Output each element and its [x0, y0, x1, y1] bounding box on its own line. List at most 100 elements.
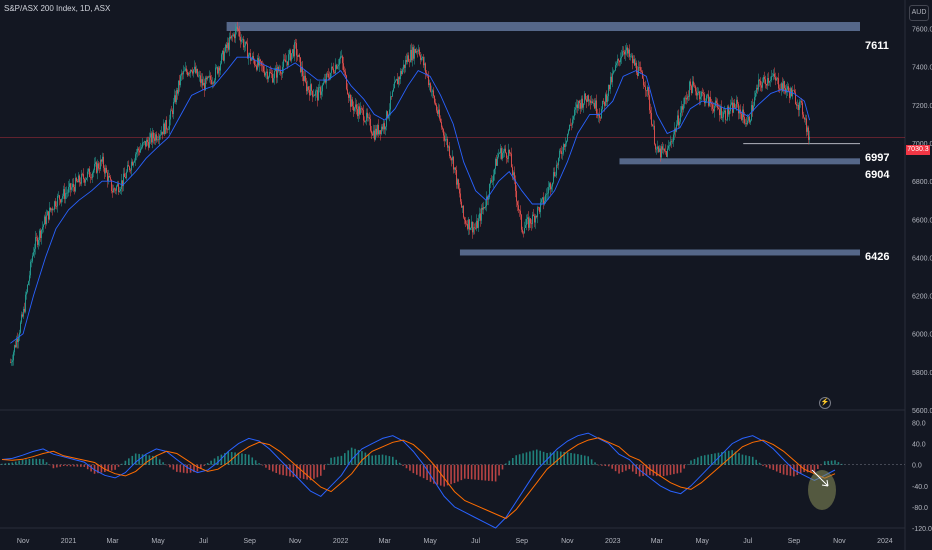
candle	[760, 80, 761, 86]
candle	[461, 201, 462, 208]
candle	[128, 165, 129, 167]
candle	[256, 65, 257, 70]
macd-histogram-bar	[566, 452, 569, 465]
macd-histogram-bar	[625, 464, 627, 471]
candle	[191, 69, 192, 72]
candle	[796, 104, 797, 106]
candle	[484, 207, 485, 208]
candle	[50, 207, 51, 211]
lightning-icon[interactable]: ⚡	[819, 397, 831, 409]
candle	[403, 64, 404, 70]
candle	[467, 224, 468, 229]
candle	[377, 125, 378, 135]
candle	[602, 100, 603, 110]
candle	[113, 188, 114, 193]
macd-histogram-bar	[100, 464, 103, 473]
macd-histogram-bar	[700, 455, 703, 465]
candle	[350, 95, 351, 107]
macd-histogram-bar	[731, 450, 733, 465]
level-label-6997: 6997	[865, 152, 890, 164]
candle	[759, 79, 760, 81]
candle	[214, 80, 215, 84]
time-axis-tick: 2022	[333, 538, 349, 545]
candle	[80, 182, 81, 184]
macd-axis-tick: 40.0	[912, 442, 926, 449]
candle	[106, 167, 107, 173]
candle	[572, 119, 573, 125]
candle	[718, 107, 719, 110]
macd-histogram-bar	[52, 464, 55, 469]
candle	[287, 61, 288, 66]
candle	[114, 188, 115, 190]
macd-histogram-bar	[532, 450, 535, 465]
macd-histogram-bar	[820, 464, 823, 466]
candle	[641, 70, 642, 72]
candle	[498, 153, 499, 157]
macd-histogram-bar	[285, 464, 288, 476]
candle	[33, 252, 34, 256]
candle	[476, 220, 477, 229]
candle	[685, 97, 686, 99]
candle	[694, 85, 695, 87]
candle	[414, 49, 415, 59]
macd-histogram-bar	[374, 455, 377, 465]
candle	[725, 110, 726, 120]
candle	[557, 164, 558, 166]
candle	[151, 133, 152, 143]
candle	[303, 76, 304, 81]
macd-histogram-bar	[333, 457, 336, 465]
candle	[90, 177, 91, 178]
candle	[101, 159, 102, 162]
candle	[201, 79, 202, 83]
candle	[61, 198, 62, 203]
signal-line	[1, 437, 836, 520]
candle	[785, 87, 786, 93]
macd-histogram-bar	[330, 457, 332, 465]
candle	[683, 104, 684, 110]
macd-axis-tick: -120.0	[912, 526, 932, 533]
candle	[787, 86, 788, 90]
candle	[721, 106, 722, 119]
candle	[392, 91, 393, 97]
macd-histogram-bar	[707, 454, 709, 465]
macd-histogram-bar	[367, 454, 370, 465]
candle	[162, 131, 163, 135]
candle	[75, 177, 76, 192]
candle	[550, 183, 551, 190]
currency-button[interactable]: AUD	[909, 5, 929, 21]
candle	[152, 132, 153, 143]
candle	[761, 85, 762, 88]
candle	[563, 144, 564, 154]
candle	[446, 138, 447, 140]
macd-histogram-bar	[86, 464, 89, 470]
candle	[676, 124, 677, 132]
candle	[13, 352, 14, 361]
candle	[429, 83, 430, 86]
candle	[653, 125, 654, 127]
candle	[244, 45, 245, 48]
candle	[553, 172, 554, 183]
macd-histogram-bar	[32, 458, 34, 465]
candle	[549, 183, 550, 188]
macd-histogram-bar	[549, 452, 552, 465]
candle	[171, 110, 172, 112]
macd-histogram-bar	[748, 456, 751, 465]
candle	[564, 144, 565, 148]
candle	[620, 58, 621, 63]
candle	[614, 70, 615, 72]
candle	[323, 82, 324, 85]
candle	[145, 141, 146, 147]
candle	[309, 89, 310, 96]
candle	[38, 239, 39, 245]
candle	[322, 84, 323, 92]
candle	[163, 123, 164, 135]
candle	[692, 81, 693, 94]
macd-histogram-bar	[343, 453, 346, 465]
candle	[769, 80, 770, 83]
macd-histogram-bar	[673, 464, 675, 475]
candle	[754, 97, 755, 106]
candle	[575, 107, 576, 110]
macd-histogram-bar	[265, 464, 267, 468]
macd-histogram-bar	[734, 451, 737, 465]
candle	[689, 81, 690, 97]
